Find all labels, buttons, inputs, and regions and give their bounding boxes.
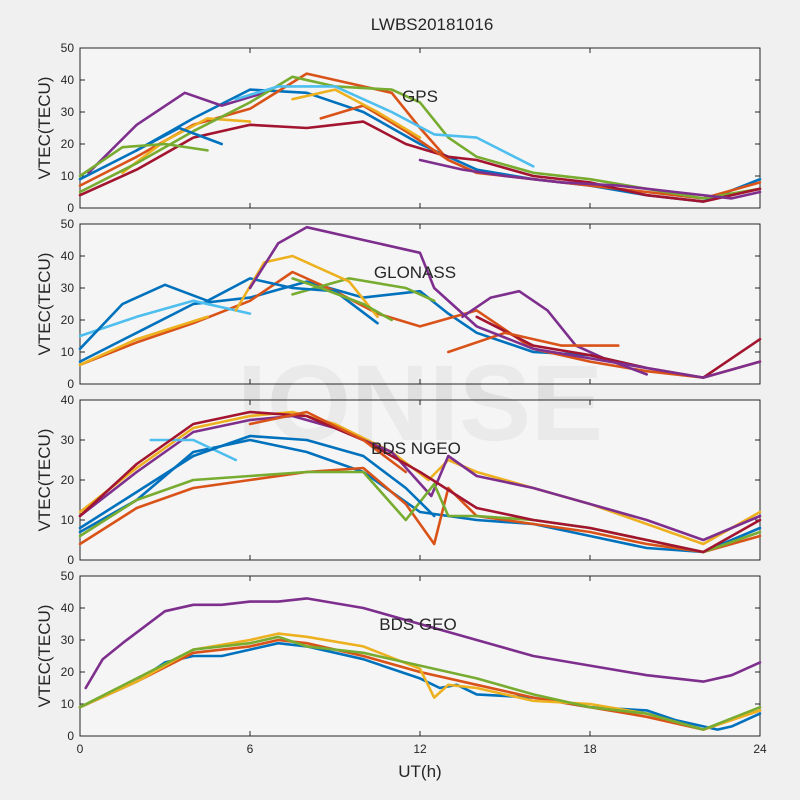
series-line: [291, 277, 393, 322]
series-line: [78, 280, 648, 370]
y-tick-label: 30: [61, 105, 75, 119]
series-line: [78, 299, 252, 338]
series-line: [78, 410, 762, 554]
x-tick-label: 0: [77, 742, 84, 756]
y-tick-label: 40: [61, 73, 75, 87]
y-tick-label: 40: [61, 249, 75, 263]
y-tick-label: 0: [67, 729, 74, 743]
series-line: [234, 85, 535, 168]
y-tick-label: 0: [67, 377, 74, 391]
chart-panels: 0 10 20 30 40 50 VTEC(TECU) GPS 0 10 20 30 40 50 VTEC(…: [35, 41, 767, 756]
y-tick-label: 20: [61, 473, 75, 487]
figure-title: LWBS20181016: [371, 15, 494, 34]
series-line: [475, 315, 762, 379]
plot-area: [79, 399, 761, 561]
y-tick-label: 10: [61, 345, 75, 359]
series-line: [291, 277, 436, 303]
y-tick-label: 0: [67, 201, 74, 215]
chart-panel-2: 0 10 20 30 40 50 VTEC(TECU) GLONASS: [35, 217, 762, 391]
chart-panel-3: 0 10 20 30 40 VTEC(TECU) BDS NGEO: [35, 393, 762, 567]
x-axis-label: UT(h): [398, 762, 441, 781]
series-line: [78, 438, 762, 554]
y-axis-label: VTEC(TECU): [35, 605, 54, 708]
panel-label: BDS GEO: [379, 615, 456, 634]
y-tick-label: 20: [61, 137, 75, 151]
series-line: [447, 331, 620, 354]
y-tick-label: 20: [61, 313, 75, 327]
y-tick-label: 30: [61, 633, 75, 647]
series-line: [78, 638, 762, 731]
series-line: [319, 104, 478, 175]
series-line: [248, 410, 408, 474]
series-line: [135, 126, 223, 152]
series-line: [149, 438, 238, 462]
y-tick-label: 50: [61, 569, 75, 583]
y-tick-label: 10: [61, 513, 75, 527]
chart-panel-4: 0 10 20 30 40 50 0 6 12 18 24 VTEC(TECU) BDS GEO: [35, 569, 767, 756]
series-line: [78, 635, 762, 731]
series-line: [248, 225, 762, 379]
panel-label: GPS: [402, 87, 438, 106]
chart-panel-1: 0 10 20 30 40 50 VTEC(TECU) GPS: [35, 41, 762, 215]
series-line: [78, 142, 209, 178]
y-axis-label: VTEC(TECU): [35, 253, 54, 356]
panel-label: GLONASS: [374, 263, 456, 282]
series-line: [78, 120, 762, 203]
x-tick-label: 12: [413, 742, 427, 756]
y-axis-label: VTEC(TECU): [35, 429, 54, 532]
x-tick-label: 18: [583, 742, 597, 756]
y-tick-label: 30: [61, 433, 75, 447]
y-tick-label: 10: [61, 169, 75, 183]
x-tick-label: 24: [753, 742, 767, 756]
y-tick-label: 30: [61, 281, 75, 295]
y-axis-label: VTEC(TECU): [35, 77, 54, 180]
y-tick-label: 20: [61, 665, 75, 679]
y-tick-label: 50: [61, 217, 75, 231]
x-tick-label: 6: [247, 742, 254, 756]
series-line: [78, 466, 762, 554]
y-tick-label: 0: [67, 553, 74, 567]
series-line: [78, 410, 762, 546]
series-line: [78, 632, 762, 731]
series-line: [78, 315, 209, 367]
series-line: [84, 597, 762, 690]
series-line: [418, 158, 762, 200]
y-tick-label: 10: [61, 697, 75, 711]
y-tick-label: 40: [61, 601, 75, 615]
series-line: [87, 91, 266, 175]
series-line: [291, 88, 422, 139]
y-tick-label: 40: [61, 393, 75, 407]
panel-label: BDS NGEO: [371, 439, 461, 458]
series-line: [78, 414, 762, 542]
series-line: [78, 434, 436, 530]
y-tick-label: 50: [61, 41, 75, 55]
